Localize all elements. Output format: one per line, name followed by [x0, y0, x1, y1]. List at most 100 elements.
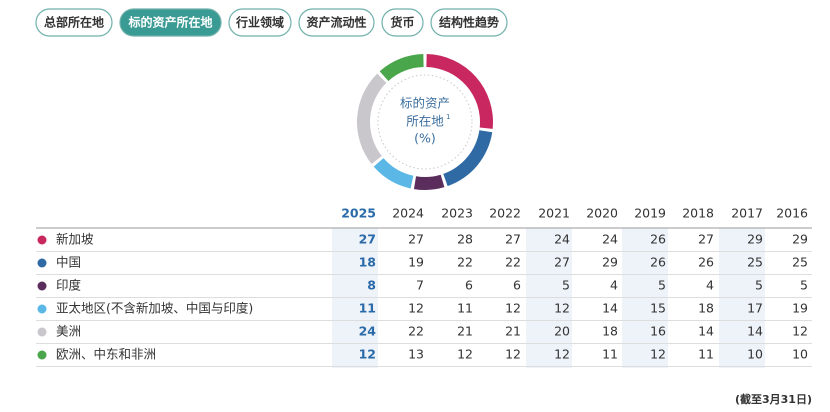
cell-value: 8	[367, 278, 376, 293]
cell-value: 4	[706, 278, 714, 293]
cell-value: 28	[457, 232, 473, 247]
row-label: 亚太地区(不含新加坡、中国与印度)	[56, 301, 253, 316]
cell-value: 10	[792, 347, 808, 362]
tab[interactable]	[35, 8, 113, 37]
cell-value: 22	[457, 255, 473, 270]
row-label: 欧洲、中东和非洲	[56, 347, 156, 362]
cell-value: 29	[602, 255, 618, 270]
cell-value: 24	[554, 232, 570, 247]
cell-value: 5	[800, 278, 808, 293]
year-header: 2019	[634, 206, 666, 221]
cell-value: 18	[698, 301, 714, 316]
year-header: 2017	[731, 206, 763, 221]
cell-value: 6	[465, 278, 473, 293]
cell-value: 27	[698, 232, 714, 247]
year-header: 2022	[489, 206, 521, 221]
cell-value: 14	[698, 324, 714, 339]
tab[interactable]	[119, 8, 222, 37]
tab-label[interactable]: 总部所在地	[44, 15, 104, 30]
year-header: 2023	[441, 206, 473, 221]
cell-value: 25	[792, 255, 808, 270]
donut-inner-ring	[377, 74, 473, 170]
row-label: 中国	[56, 255, 81, 270]
cell-value: 27	[554, 255, 570, 270]
cell-value: 11	[602, 347, 618, 362]
cell-value: 12	[554, 301, 570, 316]
cell-value: 6	[513, 278, 521, 293]
cell-value: 19	[408, 255, 424, 270]
tab-label[interactable]: 行业领域	[235, 15, 284, 30]
year-header: 2018	[682, 206, 714, 221]
cell-value: 5	[562, 278, 570, 293]
tab[interactable]	[381, 8, 424, 37]
cell-value: 12	[792, 324, 808, 339]
cell-value: 11	[457, 301, 473, 316]
donut-title: 所在地	[406, 114, 444, 129]
year-header: 2021	[538, 206, 570, 221]
row-dot	[37, 235, 47, 245]
cell-value: 21	[505, 324, 521, 339]
cell-value: 11	[698, 347, 714, 362]
cell-value: 12	[505, 301, 521, 316]
cell-value: 18	[359, 255, 376, 270]
cell-value: 26	[650, 255, 666, 270]
cell-value: 17	[747, 301, 763, 316]
tab-label[interactable]: 结构性趋势	[439, 15, 499, 30]
cell-value: 24	[602, 232, 618, 247]
cell-value: 7	[416, 278, 424, 293]
donut-segment	[426, 54, 493, 129]
cell-value: 5	[658, 278, 666, 293]
cell-value: 11	[359, 301, 376, 316]
tab-label[interactable]: 货币	[390, 15, 414, 30]
footer-note: (截至3月31日)	[735, 392, 812, 406]
donut-title: 标的资产	[400, 96, 450, 111]
tab-label[interactable]: 标的资产所在地	[127, 15, 212, 30]
tab[interactable]	[298, 8, 375, 37]
donut-segment	[443, 130, 493, 187]
tab[interactable]	[228, 8, 292, 37]
donut-segment	[379, 54, 424, 81]
donut-segment	[413, 174, 445, 190]
donut-title: (%)	[414, 131, 436, 146]
cell-value: 21	[457, 324, 473, 339]
footnote-mark: 1	[446, 113, 450, 121]
cell-value: 12	[554, 347, 570, 362]
row-dot	[37, 304, 47, 314]
cell-value: 18	[602, 324, 618, 339]
row-label: 新加坡	[56, 232, 94, 247]
year-header: 2020	[586, 206, 618, 221]
cell-value: 20	[554, 324, 570, 339]
cell-value: 12	[457, 347, 473, 362]
cell-value: 22	[505, 255, 521, 270]
year-header: 2024	[392, 206, 424, 221]
cell-value: 27	[505, 232, 521, 247]
cell-value: 12	[505, 347, 521, 362]
cell-value: 25	[747, 255, 763, 270]
cell-value: 14	[747, 324, 763, 339]
cell-value: 29	[792, 232, 808, 247]
cell-value: 22	[408, 324, 424, 339]
tab-label[interactable]: 资产流动性	[306, 15, 366, 30]
row-dot	[37, 327, 47, 337]
cell-value: 27	[408, 232, 424, 247]
cell-value: 27	[359, 232, 376, 247]
cell-value: 13	[408, 347, 424, 362]
row-label: 美洲	[56, 324, 81, 339]
cell-value: 12	[408, 301, 424, 316]
cell-value: 24	[359, 324, 377, 339]
cell-value: 19	[792, 301, 808, 316]
donut-segment	[373, 158, 414, 189]
cell-value: 10	[747, 347, 763, 362]
cell-value: 29	[747, 232, 763, 247]
cell-value: 4	[610, 278, 618, 293]
cell-value: 14	[602, 301, 618, 316]
cell-value: 12	[650, 347, 666, 362]
row-dot	[37, 258, 47, 268]
cell-value: 12	[359, 347, 376, 362]
row-label: 印度	[56, 278, 82, 293]
cell-value: 26	[698, 255, 714, 270]
year-header: 2016	[776, 206, 808, 221]
cell-value: 26	[650, 232, 666, 247]
tab[interactable]	[430, 8, 508, 37]
